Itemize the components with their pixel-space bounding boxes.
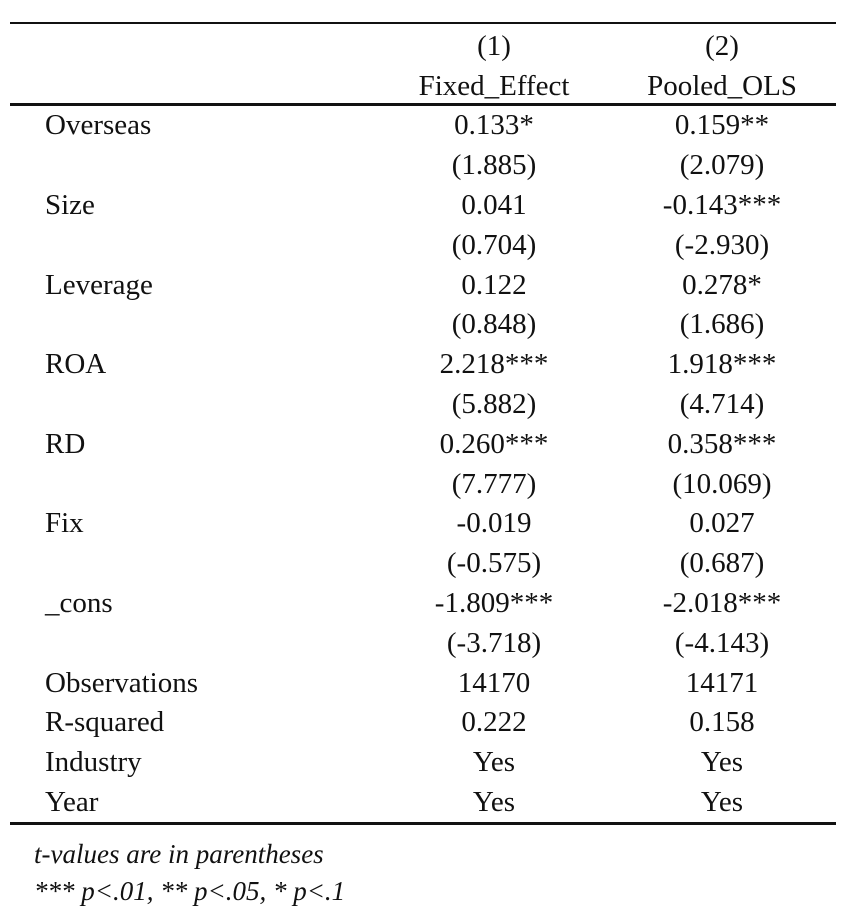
table-row: RD 0.260*** 0.358*** bbox=[10, 424, 836, 464]
fixed-effect-value: (-0.575) bbox=[446, 547, 542, 580]
fixed-effect-value: 0.260*** bbox=[439, 427, 549, 460]
fixed-effect-value: (-3.718) bbox=[446, 626, 542, 659]
pooled-ols-value: -0.143*** bbox=[662, 188, 782, 221]
pooled-ols-value: Yes bbox=[700, 746, 744, 779]
column-2-name: Pooled_OLS bbox=[647, 70, 797, 102]
fixed-effect-value: 0.222 bbox=[461, 706, 527, 739]
table-row: Fix -0.019 0.027 bbox=[10, 504, 836, 544]
row-label: Overseas bbox=[45, 109, 152, 142]
row-label: RD bbox=[45, 427, 86, 460]
row-label: R-squared bbox=[45, 706, 165, 739]
column-1-name: Fixed_Effect bbox=[418, 70, 570, 102]
row-label: ROA bbox=[45, 348, 107, 381]
pooled-ols-value: 0.358*** bbox=[667, 427, 777, 460]
row-label: Leverage bbox=[45, 268, 153, 301]
pooled-ols-value: (0.687) bbox=[679, 547, 765, 580]
pooled-ols-value: 1.918*** bbox=[667, 348, 777, 381]
fixed-effect-value: (5.882) bbox=[451, 387, 537, 420]
fixed-effect-value: 0.133* bbox=[454, 109, 534, 142]
fixed-effect-value: (7.777) bbox=[451, 467, 537, 500]
table-body: Overseas 0.133* 0.159** (1.885) (2.079) Size 0… bbox=[10, 106, 836, 822]
table-row: ROA 2.218*** 1.918*** bbox=[10, 345, 836, 385]
row-label: Size bbox=[45, 188, 95, 221]
table-row: Year Yes Yes bbox=[10, 783, 836, 823]
regression-table: (1) (2) Fixed_Effect Pooled_OLS Overseas… bbox=[10, 22, 836, 826]
pooled-ols-value: -2.018*** bbox=[662, 586, 782, 619]
top-rule bbox=[10, 22, 836, 24]
table-row: Size 0.041 -0.143*** bbox=[10, 186, 836, 226]
fixed-effect-value: (1.885) bbox=[451, 149, 537, 182]
table-row: (-0.575) (0.687) bbox=[10, 544, 836, 584]
table-row: Industry Yes Yes bbox=[10, 743, 836, 783]
column-1-number: (1) bbox=[477, 30, 511, 62]
table-row: (0.704) (-2.930) bbox=[10, 225, 836, 265]
table-row: Observations 14170 14171 bbox=[10, 663, 836, 703]
pooled-ols-value: 0.027 bbox=[689, 507, 755, 540]
pooled-ols-value: (10.069) bbox=[672, 467, 772, 500]
row-label: Industry bbox=[45, 746, 142, 779]
table-row: (5.882) (4.714) bbox=[10, 385, 836, 425]
row-label: Year bbox=[45, 785, 99, 818]
row-label: Observations bbox=[45, 666, 199, 699]
row-label: _cons bbox=[45, 586, 113, 619]
fixed-effect-value: (0.704) bbox=[451, 228, 537, 261]
note-significance: *** p<.01, ** p<.05, * p<.1 bbox=[34, 876, 346, 906]
table-notes: t-values are in parentheses *** p<.01, *… bbox=[34, 836, 345, 910]
pooled-ols-value: 0.159** bbox=[674, 109, 770, 142]
fixed-effect-value: 2.218*** bbox=[439, 348, 549, 381]
pooled-ols-value: (4.714) bbox=[679, 387, 765, 420]
header-rule bbox=[10, 103, 836, 106]
pooled-ols-value: Yes bbox=[700, 785, 744, 818]
table-row: Overseas 0.133* 0.159** bbox=[10, 106, 836, 146]
fixed-effect-value: (0.848) bbox=[451, 308, 537, 341]
pooled-ols-value: (-2.930) bbox=[674, 228, 770, 261]
column-2-number: (2) bbox=[705, 30, 739, 62]
table-row: (1.885) (2.079) bbox=[10, 146, 836, 186]
pooled-ols-value: (2.079) bbox=[679, 149, 765, 182]
table-row: R-squared 0.222 0.158 bbox=[10, 703, 836, 743]
fixed-effect-value: 14170 bbox=[457, 666, 531, 699]
table-row: (7.777) (10.069) bbox=[10, 464, 836, 504]
pooled-ols-value: 14171 bbox=[685, 666, 759, 699]
fixed-effect-value: -0.019 bbox=[456, 507, 532, 540]
pooled-ols-value: 0.278* bbox=[682, 268, 762, 301]
fixed-effect-value: Yes bbox=[472, 746, 516, 779]
table-row: (0.848) (1.686) bbox=[10, 305, 836, 345]
fixed-effect-value: 0.122 bbox=[461, 268, 527, 301]
fixed-effect-value: Yes bbox=[472, 785, 516, 818]
row-label: Fix bbox=[45, 507, 84, 540]
table-row: _cons -1.809*** -2.018*** bbox=[10, 584, 836, 624]
table-row: Leverage 0.122 0.278* bbox=[10, 265, 836, 305]
column-number-row: (1) (2) bbox=[10, 24, 836, 63]
bottom-rule bbox=[10, 822, 836, 826]
fixed-effect-value: -1.809*** bbox=[434, 586, 554, 619]
pooled-ols-value: (-4.143) bbox=[674, 626, 770, 659]
column-name-row: Fixed_Effect Pooled_OLS bbox=[10, 63, 836, 103]
note-parentheses: t-values are in parentheses bbox=[34, 839, 324, 869]
pooled-ols-value: 0.158 bbox=[689, 706, 755, 739]
fixed-effect-value: 0.041 bbox=[461, 188, 527, 221]
pooled-ols-value: (1.686) bbox=[679, 308, 765, 341]
table-row: (-3.718) (-4.143) bbox=[10, 623, 836, 663]
